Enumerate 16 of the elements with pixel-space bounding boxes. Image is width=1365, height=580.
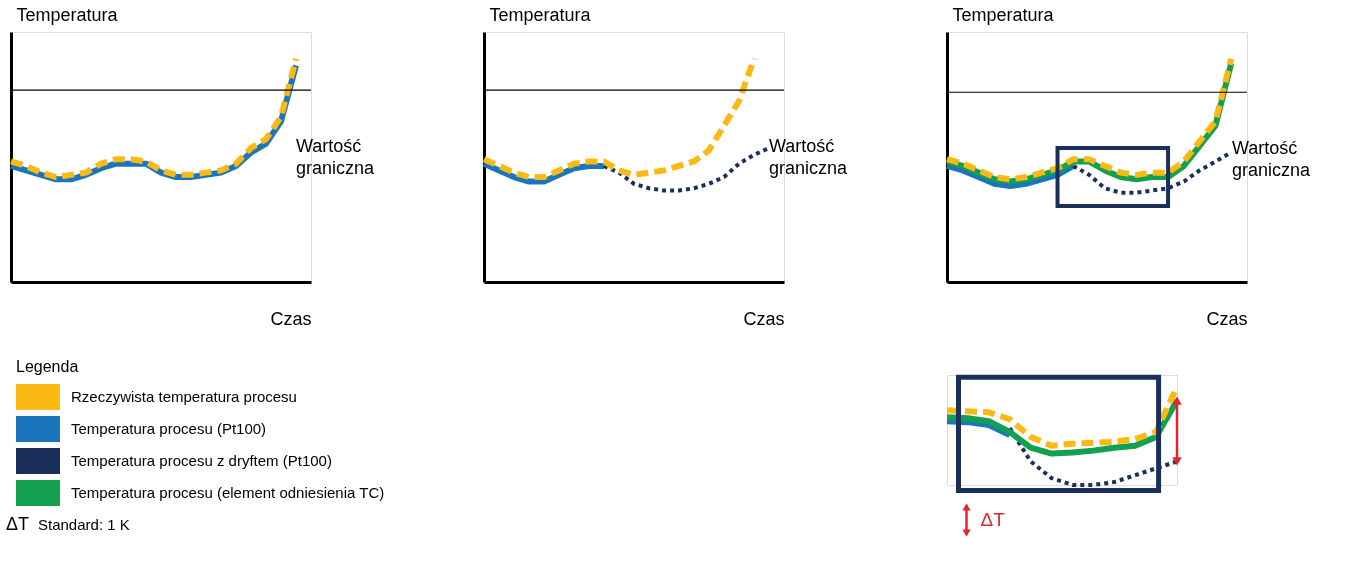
legend-label: Temperatura procesu (Pt100) [71,420,267,437]
text: ΔT Standard: 1 K [6,514,130,534]
x-axis-title: Czas [270,308,312,329]
y-axis-title: Temperatura [952,4,1055,25]
legend-label: Rzeczywista temperatura procesu [71,388,297,405]
x-axis-title: Czas [1206,308,1248,329]
x-axis-title: Czas [743,308,785,329]
text: ΔT [980,509,1006,530]
legend-label: Temperatura procesu (element odniesienia TC) [71,484,385,501]
y-axis-title: Temperatura [489,4,592,25]
ref-line-label: Wartość graniczna [296,136,376,179]
legend-label: Temperatura procesu z dryftem (Pt100) [71,452,332,469]
ref-line-label: Wartość graniczna [1232,138,1312,181]
legend-title: Legenda [16,358,79,375]
y-axis-title: Temperatura [16,4,119,25]
ref-line-label: Wartość graniczna [769,136,849,179]
